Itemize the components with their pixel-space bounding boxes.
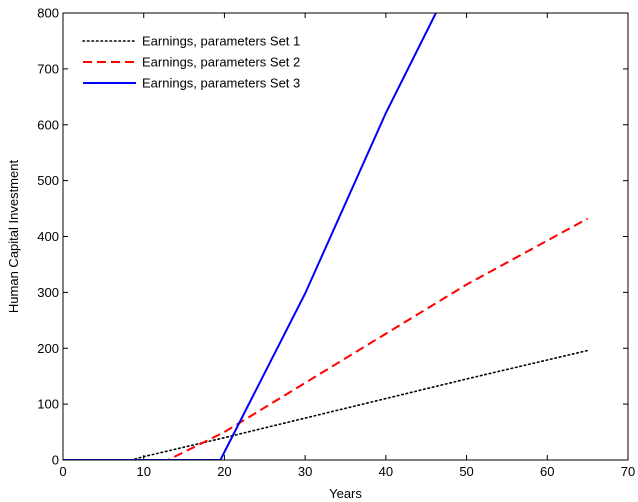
y-tick-label: 400	[37, 229, 59, 244]
x-tick-label: 30	[298, 464, 312, 479]
y-tick-label: 100	[37, 397, 59, 412]
series-line-set-3	[63, 13, 437, 460]
y-tick-label: 600	[37, 117, 59, 132]
x-tick-label: 10	[136, 464, 150, 479]
x-tick-label: 20	[217, 464, 231, 479]
legend-label-set-1: Earnings, parameters Set 1	[142, 34, 300, 49]
legend-label-set-2: Earnings, parameters Set 2	[142, 55, 300, 70]
series-line-set-1	[63, 349, 589, 460]
y-tick-label: 0	[52, 453, 59, 468]
x-tick-label: 50	[459, 464, 473, 479]
series-line-set-2	[63, 217, 589, 460]
x-tick-label: 70	[621, 464, 635, 479]
y-tick-label: 700	[37, 61, 59, 76]
y-tick-label: 500	[37, 173, 59, 188]
y-tick-label: 800	[37, 6, 59, 21]
plot-area	[63, 13, 589, 460]
y-axis-label: Human Capital Investment	[6, 160, 21, 314]
x-axis-label: Years	[329, 486, 362, 501]
x-tick-label: 40	[379, 464, 393, 479]
y-tick-label: 300	[37, 285, 59, 300]
y-tick-label: 200	[37, 341, 59, 356]
x-tick-label: 0	[59, 464, 66, 479]
legend: Earnings, parameters Set 1 Earnings, para…	[82, 34, 300, 91]
legend-label-set-3: Earnings, parameters Set 3	[142, 76, 300, 91]
x-tick-label: 60	[540, 464, 554, 479]
